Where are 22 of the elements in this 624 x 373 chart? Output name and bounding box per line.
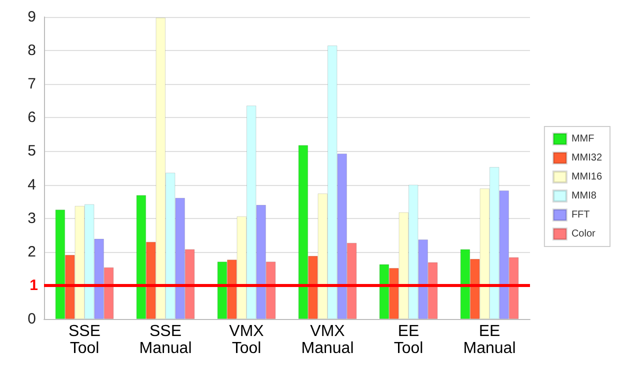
legend-label: Color xyxy=(571,228,596,240)
y-tick-label: 0 xyxy=(28,310,36,328)
legend-label: MMF xyxy=(571,134,594,144)
x-tick-label: EE Tool xyxy=(394,323,424,357)
legend-label: MMI8 xyxy=(571,190,597,202)
y-tick-label: 9 xyxy=(28,8,36,26)
ref-line-label: 1 xyxy=(30,276,38,294)
y-tick-label: 7 xyxy=(28,76,36,93)
x-tick-label: SSE Tool xyxy=(68,323,101,357)
y-tick-label: 5 xyxy=(28,142,36,160)
y-tick-label: 4 xyxy=(28,176,36,194)
x-tick-label: VMX Manual xyxy=(301,323,354,357)
y-tick-label: 6 xyxy=(28,109,36,126)
legend-label: FFT xyxy=(571,210,590,220)
y-tick-label: 8 xyxy=(28,42,36,60)
x-tick-label: SSE Manual xyxy=(139,323,192,357)
legend-label: MMI32 xyxy=(571,152,602,164)
x-tick-label: EE Manual xyxy=(463,323,516,357)
y-tick-label: 2 xyxy=(28,243,36,260)
legend-label: MMI16 xyxy=(571,172,602,182)
y-tick-label: 3 xyxy=(28,210,36,227)
x-tick-label: VMX Tool xyxy=(229,323,264,357)
